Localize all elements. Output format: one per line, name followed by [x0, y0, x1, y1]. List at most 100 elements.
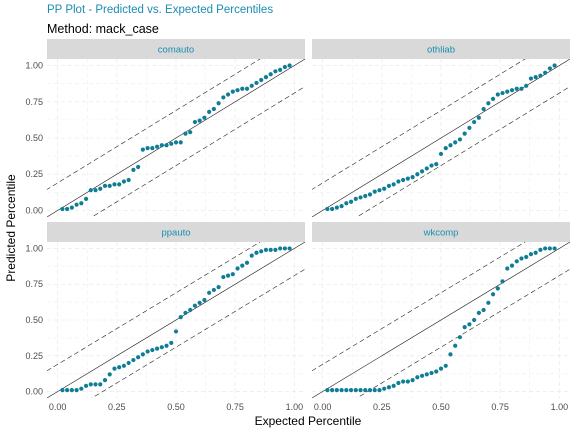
data-point [159, 345, 164, 350]
x-tick-label: 1.00 [551, 402, 569, 412]
data-point [509, 88, 515, 93]
x-tick-label: 0.50 [432, 402, 450, 412]
data-point [552, 246, 557, 251]
data-point [107, 372, 112, 377]
data-point [192, 119, 198, 125]
data-point [325, 388, 330, 393]
data-point [74, 202, 79, 207]
y-axis-title: Predicted Percentile [4, 174, 18, 282]
data-point [278, 67, 283, 72]
data-point [136, 355, 141, 360]
data-point [74, 388, 79, 393]
data-point [344, 201, 349, 206]
data-point [60, 206, 65, 212]
data-point [136, 164, 141, 170]
data-point [325, 206, 330, 212]
data-point [287, 63, 292, 68]
data-point [235, 266, 240, 271]
data-point [178, 315, 183, 320]
data-point [405, 176, 410, 181]
data-point [107, 183, 112, 188]
data-point [410, 378, 415, 383]
y-tick-label: 1.00 [25, 243, 43, 253]
data-point [263, 75, 269, 80]
data-point [462, 131, 467, 136]
data-point [429, 370, 434, 376]
panel-othliab: othliab [312, 39, 570, 217]
data-point [244, 86, 250, 91]
data-point [79, 386, 84, 391]
data-point [282, 64, 287, 70]
data-point [65, 206, 70, 212]
upper-band-line [47, 59, 261, 190]
data-point [519, 86, 524, 91]
data-point [98, 382, 103, 387]
reference-lines [312, 59, 570, 217]
data-point [438, 151, 444, 157]
data-point [524, 83, 529, 88]
data-point [363, 388, 368, 393]
data-point [93, 188, 98, 193]
data-point [154, 144, 160, 149]
x-tick-label: 0.25 [373, 402, 391, 412]
x-tick-label: 0.75 [226, 402, 244, 412]
data-point [481, 106, 486, 112]
data-point [424, 372, 429, 377]
data-point [514, 259, 519, 264]
data-point [249, 253, 254, 258]
y-tick-label: 0.50 [25, 133, 43, 143]
data-point [230, 272, 235, 277]
strip-background [312, 222, 570, 242]
data-point [330, 388, 335, 393]
y-tick-label: 0.75 [25, 279, 43, 289]
data-point [528, 252, 534, 257]
data-point [211, 106, 216, 112]
data-point [419, 373, 425, 378]
data-point [230, 89, 235, 94]
y-tick-label: 0.50 [25, 315, 43, 325]
upper-band-line [312, 59, 526, 190]
data-point [367, 192, 373, 197]
data-point [65, 388, 70, 393]
data-point [339, 388, 344, 393]
data-point [467, 125, 472, 130]
data-point [424, 166, 429, 171]
data-point [348, 199, 354, 204]
y-tick-label: 0.75 [25, 97, 43, 107]
data-point [533, 75, 538, 80]
upper-band-line [312, 242, 526, 372]
y-tick-label: 0.00 [25, 205, 43, 215]
data-point [443, 146, 448, 151]
x-tick-label: 0.50 [167, 402, 185, 412]
x-tick-label: 0.00 [49, 402, 67, 412]
data-point [69, 388, 74, 393]
data-point [486, 300, 491, 305]
data-point [211, 287, 216, 293]
data-point [467, 322, 472, 327]
data-point [448, 143, 453, 148]
data-point [140, 352, 145, 357]
data-point [150, 347, 155, 353]
data-point [126, 360, 131, 366]
data-point [377, 388, 382, 393]
data-point [140, 147, 145, 152]
data-point [221, 274, 226, 280]
data-point [334, 205, 339, 210]
data-point [344, 388, 349, 393]
data-point [448, 352, 453, 357]
data-point [472, 317, 477, 323]
data-point [93, 382, 98, 387]
data-point [216, 284, 221, 290]
data-point [500, 90, 505, 96]
identity-line [312, 242, 570, 398]
data-point [225, 92, 231, 97]
data-point [287, 246, 292, 251]
data-point [533, 250, 538, 255]
chart-subtitle: Method: mack_case [47, 22, 159, 36]
data-point [192, 303, 198, 308]
data-point [538, 247, 543, 252]
data-point [505, 266, 510, 271]
x-axis-title: Expected Percentile [255, 414, 362, 428]
data-point [552, 63, 557, 68]
